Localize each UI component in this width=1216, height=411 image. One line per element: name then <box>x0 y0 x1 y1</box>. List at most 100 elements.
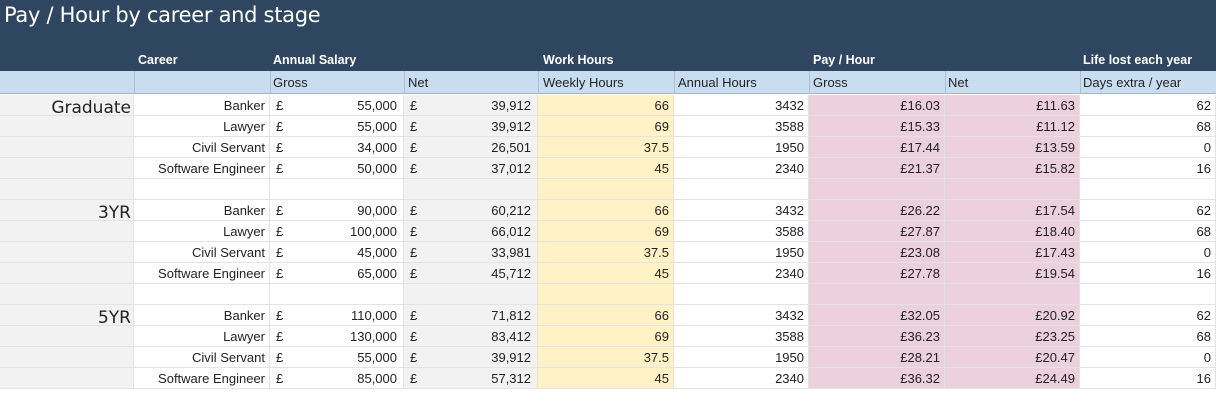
career-cell[interactable]: Lawyer <box>134 326 270 346</box>
weekly-hours-cell[interactable]: 69 <box>538 326 674 346</box>
annual-hours-cell[interactable]: 2340 <box>674 158 809 178</box>
annual-hours-cell[interactable]: 1950 <box>674 242 809 262</box>
stage-cell[interactable] <box>0 263 134 283</box>
pay-gross-cell[interactable]: £32.05 <box>809 305 945 325</box>
days-extra-cell[interactable]: 16 <box>1080 368 1216 388</box>
gross-salary-cell[interactable]: £55,000 <box>270 95 404 115</box>
gross-salary-cell[interactable]: £100,000 <box>270 221 404 241</box>
table-row[interactable]: Lawyer £100,000 £66,012 69 3588 £27.87 £… <box>0 221 1216 242</box>
gross-salary-cell[interactable] <box>270 179 404 199</box>
weekly-hours-cell[interactable] <box>538 284 674 304</box>
days-extra-cell[interactable] <box>1080 284 1216 304</box>
career-cell[interactable]: Civil Servant <box>134 137 270 157</box>
days-extra-cell[interactable]: 68 <box>1080 326 1216 346</box>
gross-salary-cell[interactable]: £90,000 <box>270 200 404 220</box>
net-salary-cell[interactable]: £83,412 <box>404 326 538 346</box>
weekly-hours-cell[interactable]: 66 <box>538 95 674 115</box>
table-row[interactable]: Civil Servant £34,000 £26,501 37.5 1950 … <box>0 137 1216 158</box>
career-cell[interactable]: Software Engineer <box>134 263 270 283</box>
subheader-annual-hours[interactable]: Annual Hours <box>678 75 757 90</box>
net-salary-cell[interactable]: £60,212 <box>404 200 538 220</box>
weekly-hours-cell[interactable]: 69 <box>538 221 674 241</box>
net-salary-cell[interactable]: £39,912 <box>404 347 538 367</box>
net-salary-cell[interactable]: £37,012 <box>404 158 538 178</box>
header-annual-salary[interactable]: Annual Salary <box>273 53 357 67</box>
net-salary-cell[interactable]: £57,312 <box>404 368 538 388</box>
stage-cell[interactable] <box>0 242 134 262</box>
gross-salary-cell[interactable] <box>270 284 404 304</box>
career-cell[interactable]: Software Engineer <box>134 158 270 178</box>
annual-hours-cell[interactable]: 3588 <box>674 326 809 346</box>
header-work-hours[interactable]: Work Hours <box>543 53 614 67</box>
net-salary-cell[interactable]: £33,981 <box>404 242 538 262</box>
days-extra-cell[interactable]: 68 <box>1080 116 1216 136</box>
days-extra-cell[interactable]: 16 <box>1080 263 1216 283</box>
pay-net-cell[interactable]: £24.49 <box>945 368 1080 388</box>
days-extra-cell[interactable]: 0 <box>1080 137 1216 157</box>
pay-net-cell[interactable]: £17.43 <box>945 242 1080 262</box>
pay-gross-cell[interactable]: £15.33 <box>809 116 945 136</box>
subheader-gross[interactable]: Gross <box>273 75 308 90</box>
stage-cell[interactable]: 5YR <box>0 305 134 325</box>
gross-salary-cell[interactable]: £45,000 <box>270 242 404 262</box>
table-row[interactable]: Software Engineer £85,000 £57,312 45 234… <box>0 368 1216 389</box>
days-extra-cell[interactable]: 68 <box>1080 221 1216 241</box>
pay-gross-cell[interactable]: £27.78 <box>809 263 945 283</box>
pay-gross-cell[interactable]: £17.44 <box>809 137 945 157</box>
pay-net-cell[interactable]: £18.40 <box>945 221 1080 241</box>
gross-salary-cell[interactable]: £50,000 <box>270 158 404 178</box>
subheader-weekly-hours[interactable]: Weekly Hours <box>543 75 624 90</box>
annual-hours-cell[interactable]: 3588 <box>674 221 809 241</box>
net-salary-cell[interactable] <box>404 179 538 199</box>
stage-cell[interactable] <box>0 284 134 304</box>
weekly-hours-cell[interactable]: 37.5 <box>538 347 674 367</box>
annual-hours-cell[interactable]: 1950 <box>674 137 809 157</box>
stage-cell[interactable] <box>0 368 134 388</box>
weekly-hours-cell[interactable]: 45 <box>538 263 674 283</box>
blank-row[interactable] <box>0 179 1216 200</box>
pay-net-cell[interactable]: £23.25 <box>945 326 1080 346</box>
stage-cell[interactable]: Graduate <box>0 95 134 115</box>
annual-hours-cell[interactable]: 2340 <box>674 368 809 388</box>
net-salary-cell[interactable]: £26,501 <box>404 137 538 157</box>
net-salary-cell[interactable] <box>404 284 538 304</box>
pay-gross-cell[interactable]: £26.22 <box>809 200 945 220</box>
annual-hours-cell[interactable]: 3432 <box>674 95 809 115</box>
pay-gross-cell[interactable]: £16.03 <box>809 95 945 115</box>
days-extra-cell[interactable]: 62 <box>1080 200 1216 220</box>
weekly-hours-cell[interactable]: 37.5 <box>538 242 674 262</box>
days-extra-cell[interactable]: 16 <box>1080 158 1216 178</box>
pay-gross-cell[interactable]: £23.08 <box>809 242 945 262</box>
gross-salary-cell[interactable]: £55,000 <box>270 116 404 136</box>
pay-gross-cell[interactable]: £27.87 <box>809 221 945 241</box>
annual-hours-cell[interactable] <box>674 179 809 199</box>
pay-net-cell[interactable]: £15.82 <box>945 158 1080 178</box>
stage-cell[interactable] <box>0 137 134 157</box>
weekly-hours-cell[interactable] <box>538 179 674 199</box>
stage-cell[interactable]: 3YR <box>0 200 134 220</box>
days-extra-cell[interactable]: 62 <box>1080 95 1216 115</box>
career-cell[interactable]: Lawyer <box>134 221 270 241</box>
career-cell[interactable] <box>134 179 270 199</box>
pay-gross-cell[interactable]: £21.37 <box>809 158 945 178</box>
annual-hours-cell[interactable] <box>674 284 809 304</box>
gross-salary-cell[interactable]: £55,000 <box>270 347 404 367</box>
net-salary-cell[interactable]: £39,912 <box>404 95 538 115</box>
stage-cell[interactable] <box>0 116 134 136</box>
annual-hours-cell[interactable]: 3432 <box>674 200 809 220</box>
annual-hours-cell[interactable]: 1950 <box>674 347 809 367</box>
weekly-hours-cell[interactable]: 45 <box>538 368 674 388</box>
net-salary-cell[interactable]: £71,812 <box>404 305 538 325</box>
annual-hours-cell[interactable]: 3432 <box>674 305 809 325</box>
pay-gross-cell[interactable] <box>809 284 945 304</box>
table-row[interactable]: Lawyer £55,000 £39,912 69 3588 £15.33 £1… <box>0 116 1216 137</box>
blank-row[interactable] <box>0 284 1216 305</box>
gross-salary-cell[interactable]: £65,000 <box>270 263 404 283</box>
stage-cell[interactable] <box>0 347 134 367</box>
header-pay-hour[interactable]: Pay / Hour <box>813 53 875 67</box>
pay-net-cell[interactable]: £20.47 <box>945 347 1080 367</box>
pay-net-cell[interactable] <box>945 284 1080 304</box>
career-cell[interactable]: Lawyer <box>134 116 270 136</box>
net-salary-cell[interactable]: £66,012 <box>404 221 538 241</box>
net-salary-cell[interactable]: £39,912 <box>404 116 538 136</box>
